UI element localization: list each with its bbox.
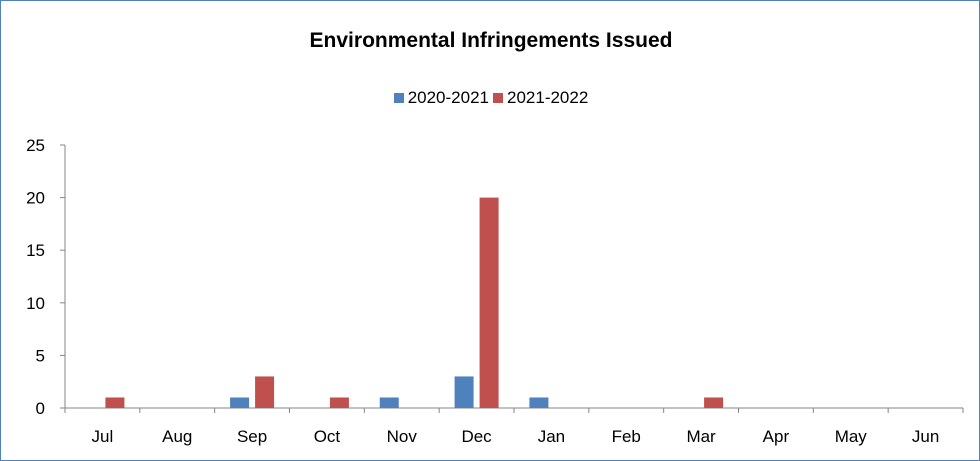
bar-2020-2021-Nov	[379, 397, 399, 408]
legend: 2020-2021 2021-2022	[1, 88, 980, 108]
x-tick-label: Aug	[162, 427, 192, 446]
legend-item-series-1: 2020-2021	[393, 88, 489, 108]
x-tick-label: Apr	[763, 427, 790, 446]
x-tick-label: Mar	[686, 427, 716, 446]
bar-2021-2022-Sep	[255, 376, 275, 408]
y-tick-label: 5	[36, 346, 45, 365]
x-tick-label: May	[835, 427, 868, 446]
x-tick-label: Dec	[461, 427, 492, 446]
y-tick-label: 0	[36, 399, 45, 418]
bar-2021-2022-Oct	[329, 397, 349, 408]
x-tick-label: Jun	[912, 427, 939, 446]
y-tick-label: 10	[26, 294, 45, 313]
y-tick-label: 20	[26, 189, 45, 208]
bar-2021-2022-Dec	[479, 197, 499, 408]
legend-swatch-series-2	[493, 93, 503, 103]
bar-2020-2021-Dec	[454, 376, 474, 408]
x-tick-label: Jan	[538, 427, 565, 446]
legend-swatch-series-1	[393, 93, 404, 103]
x-tick-label: Feb	[612, 427, 641, 446]
bar-2020-2021-Jan	[529, 397, 549, 408]
x-tick-label: Nov	[387, 427, 418, 446]
legend-label-series-1: 2020-2021	[407, 88, 489, 107]
x-tick-label: Sep	[237, 427, 267, 446]
y-tick-label: 25	[26, 136, 45, 155]
y-tick-label: 15	[26, 241, 45, 260]
legend-label-series-2: 2021-2022	[507, 88, 589, 107]
bar-2021-2022-Mar	[704, 397, 724, 408]
x-tick-label: Oct	[314, 427, 341, 446]
chart-title: Environmental Infringements Issued	[309, 29, 673, 52]
x-tick-label: Jul	[92, 427, 114, 446]
bar-2020-2021-Sep	[230, 397, 250, 408]
bar-2021-2022-Jul	[105, 397, 125, 408]
legend-item-series-2: 2021-2022	[493, 88, 588, 108]
